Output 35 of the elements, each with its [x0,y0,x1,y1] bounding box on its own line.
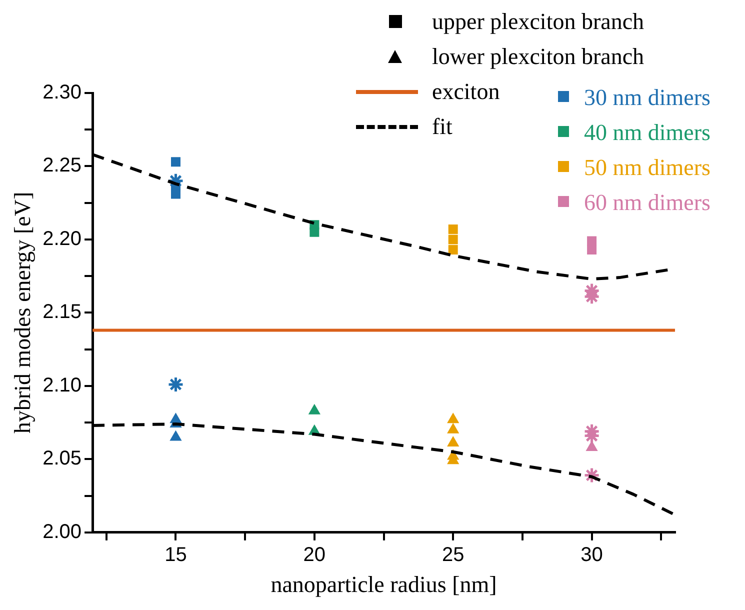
legend-label: fit [432,114,452,140]
legend-label: lower plexciton branch [432,44,644,70]
y-axis-title: hybrid modes energy [eV] [10,192,35,434]
y-tick-label: 2.25 [42,154,82,177]
legend-label: 40 nm dimers [584,120,710,146]
y-tick-label: 2.20 [42,228,82,250]
point [310,227,320,237]
y-tick-label: 2.30 [42,82,82,104]
point [448,234,458,244]
point [167,376,184,393]
point [170,189,180,199]
y-tick-label: 2.15 [42,301,82,324]
legend-label: exciton [432,78,500,104]
y-tick-label: 2.00 [42,520,82,543]
x-tick-label: 15 [164,544,187,566]
point [447,413,459,424]
x-tick-label: 20 [303,544,326,566]
legend-label: 60 nm dimers [584,190,710,216]
point [448,244,458,254]
point [447,423,459,434]
y-tick-label: 2.05 [42,448,82,470]
x-axis-title: nanoparticle radius [nm] [270,572,497,598]
point [587,236,597,246]
point [447,436,459,447]
x-tick-label: 30 [580,544,603,566]
x-tick-label: 25 [442,544,464,566]
point [587,244,597,254]
legend-label: upper plexciton branch [432,8,644,34]
point [170,157,180,167]
y-tick-label: 2.10 [42,374,82,396]
point [170,430,182,441]
point [308,404,320,414]
legend-label: 50 nm dimers [584,154,710,180]
legend-label: 30 nm dimers [584,84,710,110]
point [448,224,458,234]
